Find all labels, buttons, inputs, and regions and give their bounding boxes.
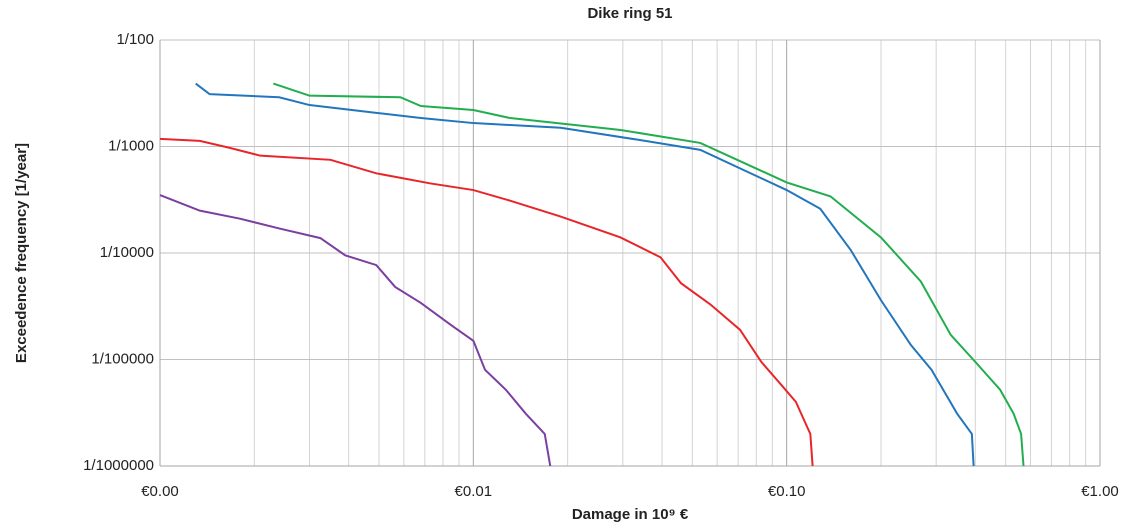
y-tick-label: 1/100 — [116, 31, 154, 48]
y-tick-label: 1/100000 — [91, 350, 154, 367]
x-tick-label: €0.10 — [768, 483, 806, 500]
y-tick-label: 1/1000000 — [83, 457, 154, 474]
y-axis-title: Exceedence frequency [1/year] — [13, 143, 30, 363]
series-line — [159, 137, 814, 467]
chart-title: Dike ring 51 — [587, 5, 672, 22]
y-tick-label: 1/10000 — [100, 244, 154, 261]
series-line — [159, 194, 552, 467]
x-tick-label: €1.00 — [1081, 483, 1119, 500]
series-line — [195, 82, 975, 467]
x-axis-title: Damage in 10⁹ € — [572, 506, 689, 523]
y-tick-label: 1/1000 — [108, 137, 154, 154]
x-tick-label: €0.01 — [455, 483, 493, 500]
series-line — [273, 82, 1025, 467]
x-tick-label: €0.00 — [141, 483, 179, 500]
